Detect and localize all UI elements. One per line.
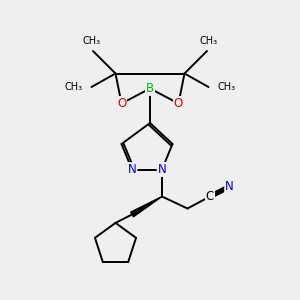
- Text: N: N: [158, 163, 166, 176]
- Polygon shape: [130, 196, 162, 217]
- Text: B: B: [146, 82, 154, 95]
- Text: CH₃: CH₃: [64, 82, 82, 92]
- Text: CH₃: CH₃: [200, 36, 217, 46]
- Text: O: O: [174, 97, 183, 110]
- Text: N: N: [225, 180, 234, 193]
- Text: CH₃: CH₃: [82, 36, 100, 46]
- Text: CH₃: CH₃: [218, 82, 236, 92]
- Text: N: N: [128, 163, 136, 176]
- Text: O: O: [117, 97, 126, 110]
- Text: C: C: [206, 190, 214, 203]
